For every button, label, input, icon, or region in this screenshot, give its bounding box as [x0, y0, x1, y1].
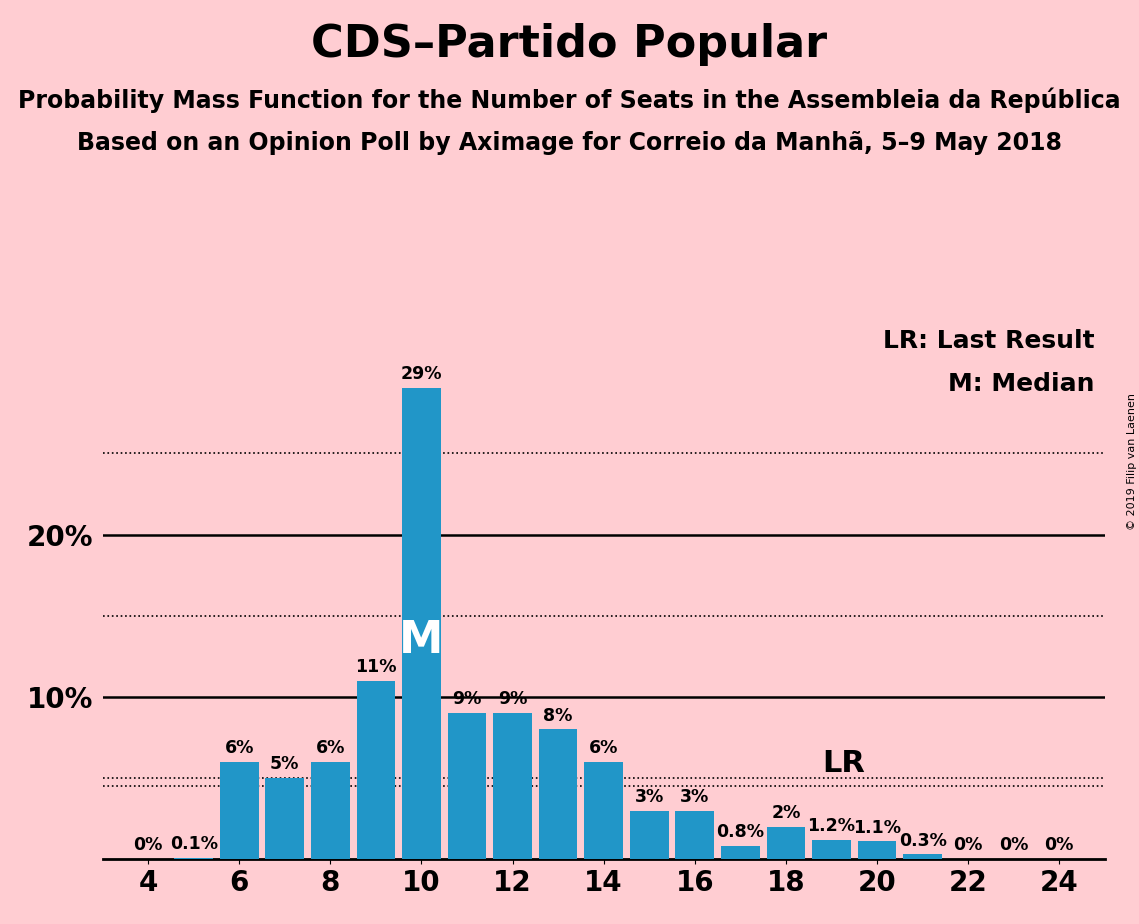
Bar [220, 762, 259, 859]
Text: LR: LR [822, 749, 866, 778]
Bar [311, 762, 350, 859]
Text: 0%: 0% [953, 836, 983, 855]
Text: 0%: 0% [1044, 836, 1074, 855]
Bar [584, 762, 623, 859]
Text: 6%: 6% [589, 739, 618, 757]
Text: 0.8%: 0.8% [716, 823, 764, 842]
Text: 6%: 6% [316, 739, 345, 757]
Text: 9%: 9% [452, 690, 482, 709]
Text: 3%: 3% [634, 788, 664, 806]
Bar [675, 810, 714, 859]
Text: Probability Mass Function for the Number of Seats in the Assembleia da República: Probability Mass Function for the Number… [18, 88, 1121, 114]
Text: 2%: 2% [771, 804, 801, 822]
Text: LR: Last Result: LR: Last Result [883, 329, 1095, 353]
Text: Based on an Opinion Poll by Aximage for Correio da Manhã, 5–9 May 2018: Based on an Opinion Poll by Aximage for … [77, 131, 1062, 155]
Bar [539, 729, 577, 859]
Text: 11%: 11% [355, 658, 396, 675]
Text: 3%: 3% [680, 788, 710, 806]
Text: 8%: 8% [543, 707, 573, 724]
Bar [174, 857, 213, 859]
Text: 1.1%: 1.1% [853, 819, 901, 836]
Text: 0%: 0% [133, 836, 163, 855]
Text: 0.1%: 0.1% [170, 834, 218, 853]
Text: M: Median: M: Median [949, 371, 1095, 395]
Text: 0%: 0% [999, 836, 1029, 855]
Bar [630, 810, 669, 859]
Bar [448, 713, 486, 859]
Bar [767, 827, 805, 859]
Bar [721, 846, 760, 859]
Text: 6%: 6% [224, 739, 254, 757]
Text: 29%: 29% [401, 366, 442, 383]
Text: 0.3%: 0.3% [899, 832, 947, 849]
Text: 5%: 5% [270, 755, 300, 773]
Bar [357, 681, 395, 859]
Bar [858, 842, 896, 859]
Bar [265, 778, 304, 859]
Bar [493, 713, 532, 859]
Text: CDS–Partido Popular: CDS–Partido Popular [311, 23, 828, 67]
Text: 1.2%: 1.2% [808, 817, 855, 835]
Bar [903, 855, 942, 859]
Text: M: M [400, 618, 443, 662]
Text: © 2019 Filip van Laenen: © 2019 Filip van Laenen [1126, 394, 1137, 530]
Bar [402, 388, 441, 859]
Bar [812, 840, 851, 859]
Text: 9%: 9% [498, 690, 527, 709]
